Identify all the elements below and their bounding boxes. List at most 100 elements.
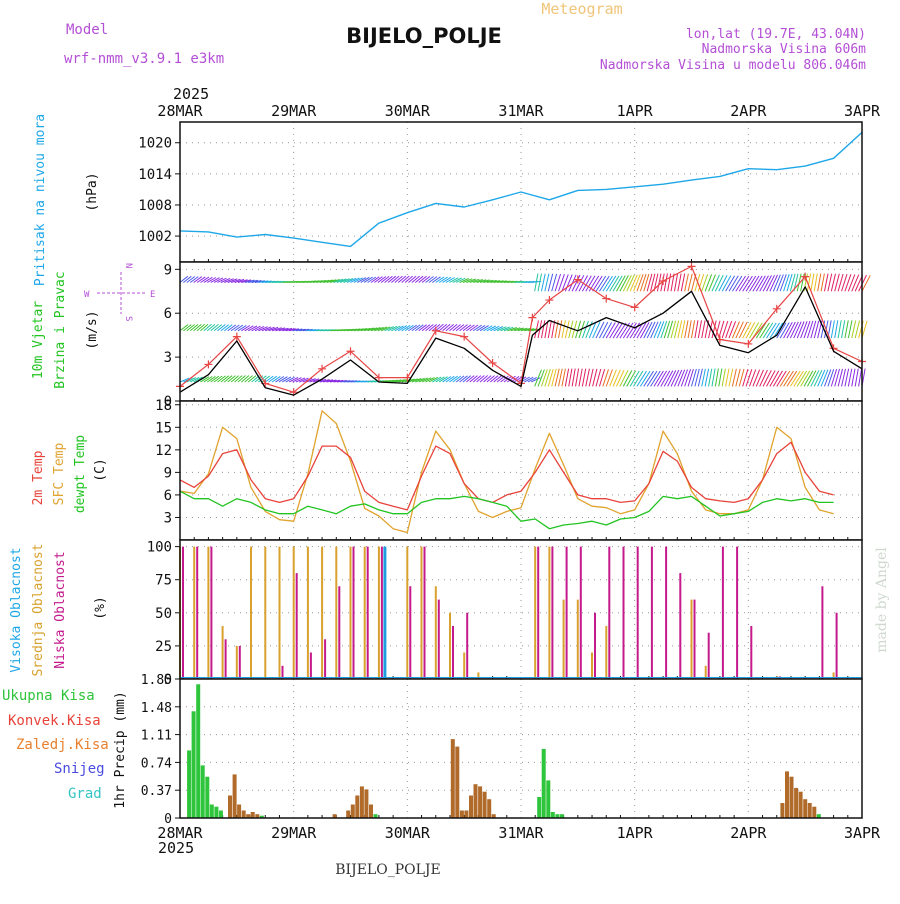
wind-arrow xyxy=(213,375,223,383)
wind-arrow xyxy=(524,328,535,332)
wind-arrow xyxy=(432,276,441,283)
wind-arrow xyxy=(810,320,817,339)
wind-arrow xyxy=(401,324,411,332)
wind-arrow xyxy=(646,321,656,339)
wind-arrow xyxy=(540,273,546,292)
wind-arrow xyxy=(384,275,393,283)
temp-ylabel3: dewpt Temp xyxy=(73,435,88,513)
wind-arrow xyxy=(776,274,784,292)
wind-arrow xyxy=(486,325,496,332)
wind-arrow xyxy=(227,375,236,383)
precip-bar-total xyxy=(555,814,560,818)
wind-arrow xyxy=(667,273,672,292)
wind-arrow xyxy=(800,370,811,387)
wind-arrow xyxy=(599,275,610,292)
station-title: BIJELO_POLJE xyxy=(346,24,502,48)
wind-arrow xyxy=(858,368,863,387)
wind-arrow xyxy=(564,320,570,339)
wind-arrow xyxy=(762,275,772,292)
wind-arrow xyxy=(438,376,448,383)
pressure-ytick-label: 1014 xyxy=(138,167,172,183)
precip-ytick-label: 1.85 xyxy=(141,673,172,688)
wind-arrow xyxy=(414,275,424,283)
wind-arrow xyxy=(425,377,435,383)
wind-arrow xyxy=(684,369,691,387)
precip-bar-total xyxy=(546,780,551,818)
wind-arrow xyxy=(547,368,554,387)
wind-arrow xyxy=(442,376,452,383)
wind-arrow xyxy=(738,368,745,387)
wind-arrow xyxy=(728,275,739,292)
wind-arrow xyxy=(490,280,501,283)
temp-ytick-label: 9 xyxy=(164,465,172,481)
product-label: Meteogram xyxy=(541,0,622,18)
temp-ytick-label: 15 xyxy=(155,420,172,436)
pressure-ytick-label: 1008 xyxy=(138,198,172,214)
wind-arrow xyxy=(203,323,212,332)
wind-arrow xyxy=(462,324,472,332)
wind-gust-marker xyxy=(403,373,412,382)
wind-arrow xyxy=(472,324,482,332)
wind-arrow xyxy=(186,377,197,383)
wind-arrow xyxy=(442,276,452,283)
legend-zaledj: Zaledj.Kisa xyxy=(16,737,109,753)
wind-arrow xyxy=(234,375,243,383)
wind-arrow xyxy=(643,370,654,387)
wind-gust-marker xyxy=(630,303,639,312)
wind-arrow xyxy=(602,322,613,339)
wind-arrow xyxy=(841,273,848,292)
wind-arrow xyxy=(708,368,713,387)
wind-arrow xyxy=(684,273,689,292)
precip-bar-convective xyxy=(250,812,255,818)
wind-arrow xyxy=(220,375,230,383)
wind-arrow xyxy=(418,377,429,383)
wind-arrow xyxy=(742,369,749,387)
wind-arrow xyxy=(408,275,417,283)
precip-bar-convective xyxy=(332,814,337,818)
wind-arrow xyxy=(367,276,377,283)
precip-bar-convective xyxy=(807,803,812,818)
wind-arrow xyxy=(268,375,278,383)
wind-arrow xyxy=(343,278,354,283)
wind-arrow xyxy=(258,326,268,332)
wind-gust-marker xyxy=(346,347,355,356)
wind-arrow xyxy=(806,273,812,292)
wind-arrow xyxy=(241,375,250,383)
wind-arrow xyxy=(217,375,226,383)
wind-arrow xyxy=(435,276,445,283)
wind-arrow xyxy=(271,375,281,383)
wind-arrow xyxy=(551,273,558,292)
wind-arrow xyxy=(391,379,402,383)
wind-arrow xyxy=(299,377,309,383)
wind-arrow xyxy=(680,369,689,387)
wind-arrow xyxy=(537,273,542,292)
wind-ytick-label: 6 xyxy=(164,306,172,322)
wind-arrow xyxy=(466,375,475,383)
wind-arrow xyxy=(609,369,617,387)
top-date-label: 29MAR xyxy=(271,102,317,120)
wind-arrow xyxy=(486,375,495,383)
wind-arrow xyxy=(534,369,542,387)
wind-arrow xyxy=(476,279,487,283)
wind-arrow xyxy=(827,369,835,387)
compass-west: W xyxy=(84,290,90,300)
precip-legend: Ukupna Kisa Konvek.Kisa Zaledj.Kisa Snij… xyxy=(2,688,109,802)
wind-arrow xyxy=(708,274,716,292)
wind-arrow xyxy=(544,320,549,339)
wind-arrow xyxy=(663,370,674,387)
wind-arrow xyxy=(728,368,734,387)
wind-arrow xyxy=(612,369,621,387)
wind-arrow xyxy=(312,280,323,283)
wind-arrow xyxy=(629,274,638,292)
wind-arrow xyxy=(718,368,723,387)
wind-arrow xyxy=(813,369,823,387)
wind-unit: (m/s) xyxy=(85,310,100,349)
wind-arrow xyxy=(547,273,554,292)
wind-arrow xyxy=(800,321,808,339)
wind-arrow xyxy=(783,322,793,339)
wind-arrow xyxy=(721,368,726,387)
wind-arrow xyxy=(428,376,439,383)
wind-arrow xyxy=(738,275,750,292)
top-date-label: 1APR xyxy=(617,102,654,120)
